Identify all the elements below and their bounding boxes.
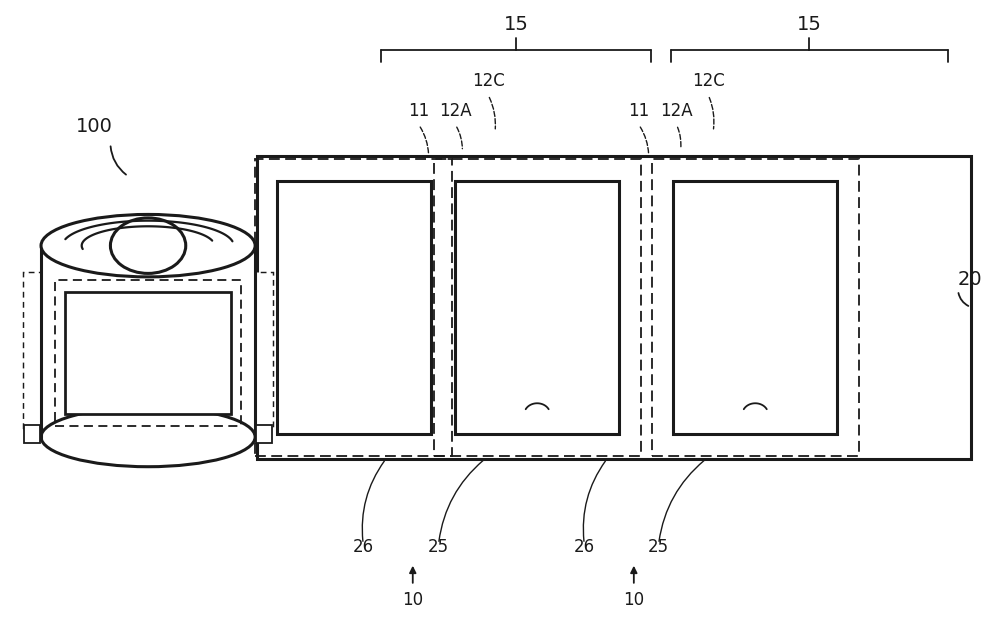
Bar (455, 181, 619, 434)
Text: 11: 11 (628, 102, 649, 120)
Bar (673, 181, 837, 434)
Text: 15: 15 (797, 15, 822, 33)
Text: 10: 10 (402, 591, 423, 609)
Text: 100: 100 (76, 116, 113, 136)
Bar (434, 159, 641, 456)
Text: 26: 26 (353, 538, 374, 556)
Text: 11: 11 (408, 102, 429, 120)
Ellipse shape (110, 218, 186, 273)
Ellipse shape (41, 214, 255, 277)
Text: 25: 25 (648, 538, 669, 556)
Text: 25: 25 (428, 538, 449, 556)
Bar (41, 259, 255, 437)
Text: 20: 20 (958, 270, 983, 289)
Bar (23, 272, 41, 429)
Bar (255, 272, 273, 429)
Bar (255, 159, 452, 456)
Text: 12A: 12A (660, 102, 693, 120)
Bar (24, 425, 40, 443)
Ellipse shape (41, 407, 255, 467)
Bar (55, 280, 241, 426)
Text: 12A: 12A (439, 102, 472, 120)
Text: 15: 15 (503, 15, 528, 33)
Text: 26: 26 (574, 538, 595, 556)
Text: 10: 10 (623, 591, 644, 609)
Bar (256, 425, 272, 443)
Bar (277, 181, 431, 434)
Text: 12C: 12C (472, 72, 504, 90)
Polygon shape (257, 156, 971, 459)
Bar (652, 159, 859, 456)
Text: 12C: 12C (692, 72, 725, 90)
Bar (65, 292, 231, 414)
